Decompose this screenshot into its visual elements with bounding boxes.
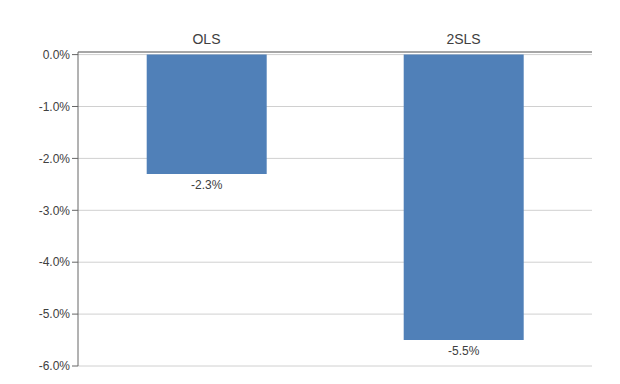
svg-text:-4.0%: -4.0%	[39, 255, 71, 269]
svg-text:-3.0%: -3.0%	[39, 204, 71, 218]
svg-text:OLS: OLS	[192, 31, 220, 47]
svg-text:-5.0%: -5.0%	[39, 307, 71, 321]
svg-text:2SLS: 2SLS	[446, 31, 480, 47]
svg-text:-6.0%: -6.0%	[39, 359, 71, 373]
svg-text:-2.0%: -2.0%	[39, 152, 71, 166]
svg-text:-2.3%: -2.3%	[191, 178, 223, 192]
svg-text:-5.5%: -5.5%	[448, 344, 480, 358]
svg-text:0.0%: 0.0%	[43, 48, 71, 62]
svg-text:-1.0%: -1.0%	[39, 100, 71, 114]
